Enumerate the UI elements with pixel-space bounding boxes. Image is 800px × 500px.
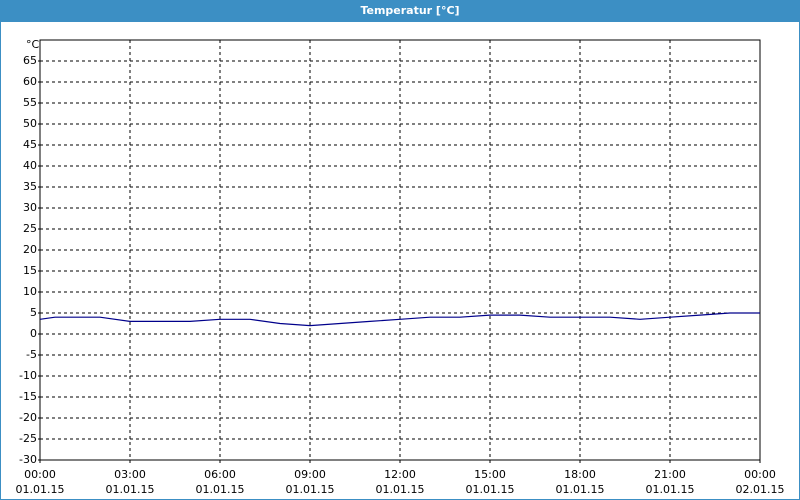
y-axis-label: °C xyxy=(26,38,40,51)
x-tick-label: 01.01.15 xyxy=(286,483,335,496)
plot-frame xyxy=(39,39,761,461)
x-tick-label: 06:00 xyxy=(204,468,236,481)
y-tick-label: 55 xyxy=(23,96,37,109)
y-tick-label: 30 xyxy=(23,201,37,214)
x-tick-label: 01.01.15 xyxy=(106,483,155,496)
x-tick-label: 01.01.15 xyxy=(646,483,695,496)
x-tick-label: 01.01.15 xyxy=(16,483,65,496)
y-tick-label: 15 xyxy=(23,264,37,277)
x-tick-label: 00:00 xyxy=(744,468,776,481)
y-tick-label: 65 xyxy=(23,54,37,67)
x-tick-label: 01.01.15 xyxy=(196,483,245,496)
x-tick-label: 09:00 xyxy=(294,468,326,481)
y-tick-label: -30 xyxy=(19,453,37,466)
x-tick-label: 01.01.15 xyxy=(376,483,425,496)
x-tick-label: 15:00 xyxy=(474,468,506,481)
x-tick-label: 21:00 xyxy=(654,468,686,481)
y-tick-label: -5 xyxy=(26,348,37,361)
y-tick-label: 5 xyxy=(30,306,37,319)
y-tick-label: -10 xyxy=(19,369,37,382)
y-tick-label: 45 xyxy=(23,138,37,151)
y-tick-label: 50 xyxy=(23,117,37,130)
y-tick-label: 60 xyxy=(23,75,37,88)
y-tick-label: -25 xyxy=(19,432,37,445)
x-tick-label: 00:00 xyxy=(24,468,56,481)
x-tick-label: 12:00 xyxy=(384,468,416,481)
data-line xyxy=(39,312,760,327)
title-bar xyxy=(0,0,800,21)
y-tick-label: 25 xyxy=(23,222,37,235)
y-tick-label: -15 xyxy=(19,390,37,403)
x-tick-label: 18:00 xyxy=(564,468,596,481)
y-tick-label: 10 xyxy=(23,285,37,298)
y-tick-label: 40 xyxy=(23,159,37,172)
x-tick-label: 01.01.15 xyxy=(466,483,515,496)
chart-title: Temperatur [°C] xyxy=(360,4,459,17)
y-tick-label: 35 xyxy=(23,180,37,193)
x-tick-label: 02.01.15 xyxy=(736,483,785,496)
y-tick-label: 20 xyxy=(23,243,37,256)
y-tick-label: 0 xyxy=(30,327,37,340)
y-tick-label: -20 xyxy=(19,411,37,424)
x-tick-label: 03:00 xyxy=(114,468,146,481)
x-tick-label: 01.01.15 xyxy=(556,483,605,496)
